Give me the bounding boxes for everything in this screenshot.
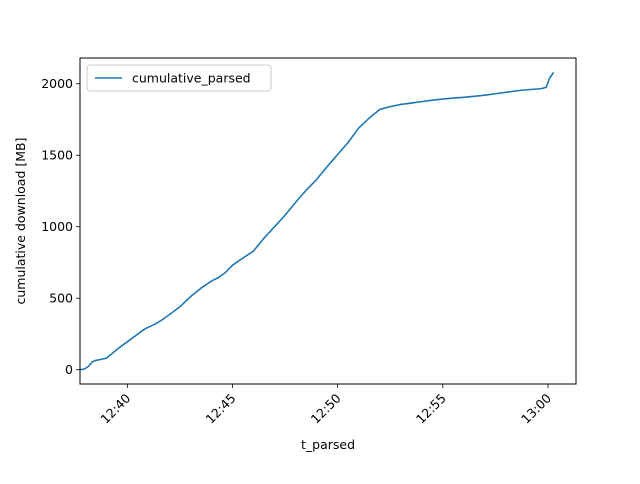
- y-tick-label: 0: [65, 362, 73, 377]
- series-line-0: [79, 72, 555, 371]
- x-tick-label: 13:00: [518, 390, 554, 426]
- series-layer: [79, 72, 555, 371]
- y-tick-label: 1000: [41, 219, 73, 234]
- legend-box: [86, 64, 272, 92]
- y-tick-label: 2000: [41, 76, 73, 91]
- y-axis-ticks: 0 500 1000 1500 2000: [41, 76, 80, 377]
- y-tick-label: 1500: [41, 148, 73, 163]
- x-tick-label: 12:45: [203, 391, 239, 427]
- x-tick-label: 12:55: [413, 391, 449, 427]
- legend-label: cumulative_parsed: [132, 71, 251, 86]
- y-tick-label: 500: [49, 291, 73, 306]
- legend: cumulative_parsed: [86, 64, 272, 92]
- y-axis-label: cumulative download [MB]: [13, 138, 28, 305]
- x-axis-label: t_parsed: [301, 437, 355, 452]
- x-tick-label: 12:50: [308, 390, 344, 426]
- plot-frame: [79, 57, 577, 385]
- x-tick-label: 12:40: [97, 390, 133, 426]
- x-axis-ticks: 12:40 12:45 12:50 12:55 13:00: [97, 384, 554, 427]
